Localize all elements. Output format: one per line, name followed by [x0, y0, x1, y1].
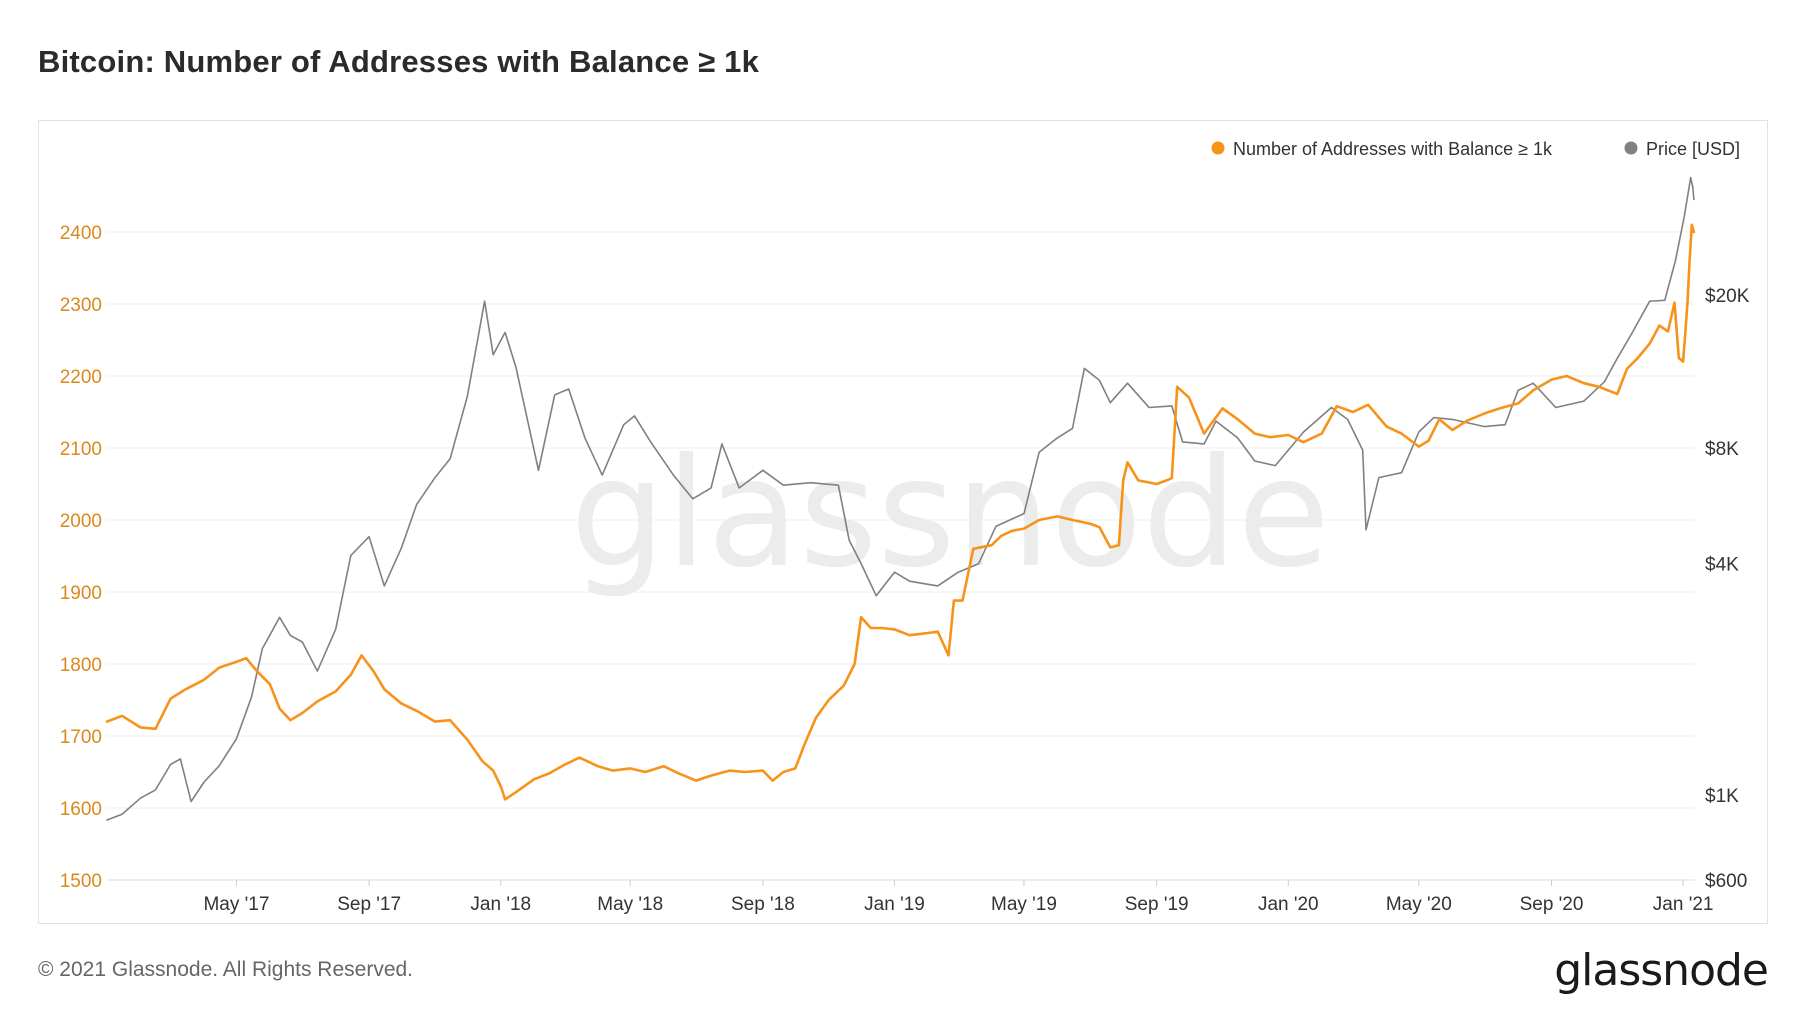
y-left-tick-label: 2000: [60, 511, 102, 532]
y-left-tick-label: 1500: [60, 871, 102, 892]
legend-label: Price [USD]: [1646, 139, 1740, 159]
legend[interactable]: Number of Addresses with Balance ≥ 1k Pri…: [1211, 139, 1741, 159]
y-left-tick-label: 2300: [60, 295, 102, 316]
series-line-addresses: [105, 223, 1696, 801]
x-tick-label: May '20: [1386, 894, 1452, 915]
x-tick-label: May '19: [991, 894, 1057, 915]
series-line-price: [106, 176, 1695, 821]
x-tick-label: Jan '19: [864, 894, 925, 915]
x-tick-label: Jan '18: [470, 894, 531, 915]
y-left-tick-label: 1900: [60, 583, 102, 604]
x-tick-label: Sep '19: [1125, 894, 1189, 915]
chart-frame: [38, 120, 1768, 924]
y-right-tick-label: $1K: [1705, 786, 1739, 807]
gridlines: [107, 231, 1695, 881]
x-tick-label: Sep '18: [731, 894, 795, 915]
legend-label: Number of Addresses with Balance ≥ 1k: [1233, 139, 1553, 159]
y-axis-right: $600 $1K $4K $8K $20K: [1705, 286, 1750, 892]
y-left-tick-label: 1600: [60, 799, 102, 820]
y-left-tick-label: 1800: [60, 655, 102, 676]
legend-item-addresses[interactable]: Number of Addresses with Balance ≥ 1k: [1211, 139, 1554, 159]
legend-marker: [1211, 141, 1225, 155]
x-tick-label: May '17: [203, 894, 269, 915]
y-right-tick-label: $4K: [1705, 555, 1739, 576]
y-left-tick-label: 2100: [60, 439, 102, 460]
legend-marker: [1624, 141, 1638, 155]
y-axis-left: 1500 1600 1700 1800 1900 2000 2100 2200 2300 2400: [60, 223, 102, 892]
x-tick-label: May '18: [597, 894, 663, 915]
x-tick-label: Jan '21: [1653, 894, 1714, 915]
y-left-tick-label: 1700: [60, 727, 102, 748]
y-left-tick-label: 2400: [60, 223, 102, 244]
series-layer: [105, 176, 1696, 821]
page-title: Bitcoin: Number of Addresses with Balanc…: [38, 44, 760, 79]
legend-item-price[interactable]: Price [USD]: [1624, 139, 1741, 159]
x-axis: May '17 Sep '17 Jan '18 May '18 Sep '18 Jan '…: [203, 880, 1713, 915]
y-right-tick-label: $20K: [1705, 286, 1750, 307]
y-left-tick-label: 2200: [60, 367, 102, 388]
x-tick-label: Jan '20: [1258, 894, 1319, 915]
y-right-tick-label: $600: [1705, 871, 1747, 892]
glassnode-logo[interactable]: glassnode: [1554, 945, 1769, 996]
y-right-tick-label: $8K: [1705, 439, 1739, 460]
copyright-text: © 2021 Glassnode. All Rights Reserved.: [38, 958, 414, 981]
x-tick-label: Sep '17: [337, 894, 401, 915]
x-tick-label: Sep '20: [1520, 894, 1584, 915]
watermark: glassnode: [570, 427, 1329, 601]
